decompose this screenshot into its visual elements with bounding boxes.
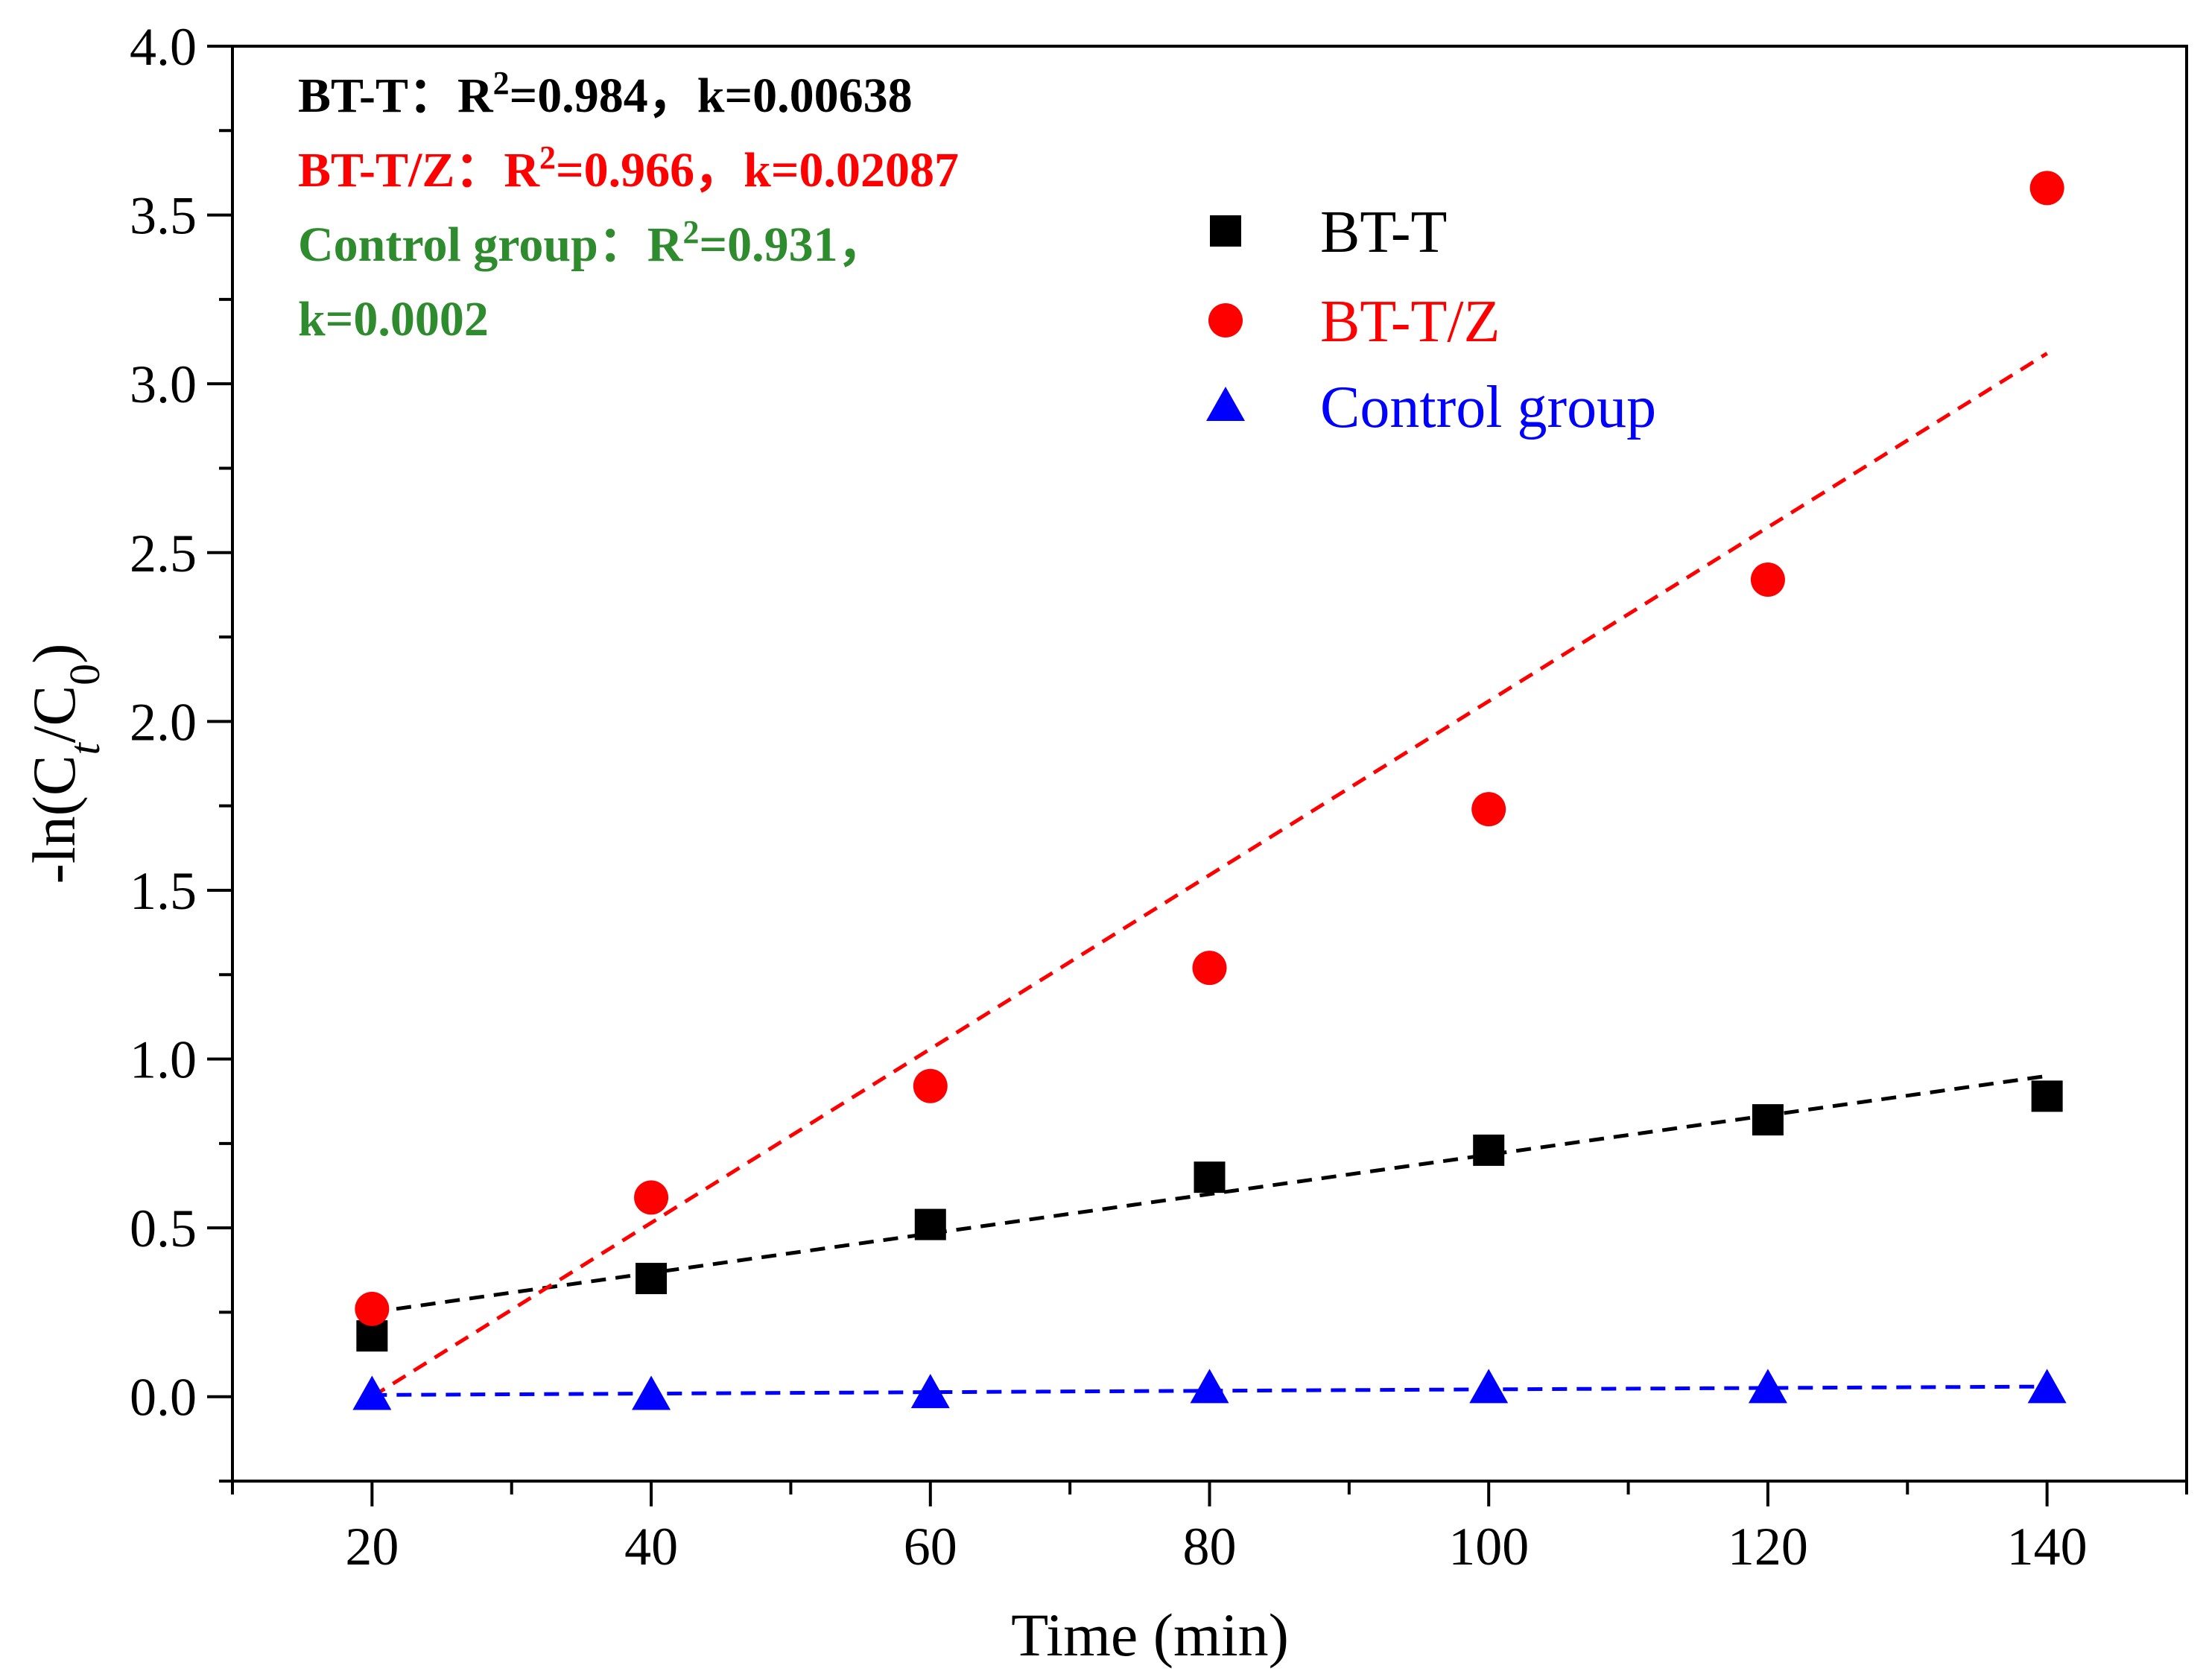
x-tick-label: 40 <box>624 1517 678 1576</box>
fit-line-bt-t-z <box>371 352 2048 1398</box>
data-point-control-group <box>1469 1369 1509 1404</box>
data-point-bt-t <box>1752 1104 1784 1136</box>
x-tick-label: 80 <box>1183 1517 1237 1576</box>
x-tick-label: 20 <box>345 1517 399 1576</box>
data-point-control-group <box>352 1375 392 1410</box>
y-tick-label: 2.5 <box>130 524 197 583</box>
y-tick-label: 2.0 <box>130 692 197 752</box>
fit-line-bt-t <box>372 1074 2047 1314</box>
x-tick-label: 120 <box>1728 1517 1808 1576</box>
y-tick-label: 1.0 <box>130 1030 197 1090</box>
data-point-bt-t <box>914 1208 946 1240</box>
data-point-bt-t <box>636 1263 668 1295</box>
legend-label-control-group: Control group <box>1320 375 1656 440</box>
y-tick-label: 4.0 <box>130 17 197 77</box>
x-axis-title: Time (min) <box>1011 1601 1289 1669</box>
data-point-bt-t <box>1473 1134 1505 1166</box>
data-point-bt-t-z <box>355 1291 390 1326</box>
y-tick-label: 3.0 <box>130 355 197 414</box>
legend-label-bt-t-z: BT-T/Z <box>1320 289 1500 355</box>
data-point-bt-t-z <box>913 1068 948 1103</box>
fit-annotations: BT-T：R2=0.984，k=0.00638 BT-T/Z：R2=0.966，k… <box>298 65 959 347</box>
fit-annotation: BT-T/Z：R2=0.966，k=0.02087 <box>298 139 959 198</box>
axes: 0.0 0.5 1.0 1.5 2.0 2.5 3.0 3.5 4.0 20 40 60 80 100 12… <box>20 17 2188 1669</box>
y-axis-title: -ln(Ct/C0) <box>20 643 109 884</box>
fit-annotation: k=0.0002 <box>298 292 489 346</box>
data-point-control-group <box>910 1374 950 1409</box>
y-tick-label: 0.5 <box>130 1199 197 1258</box>
data-point-control-group <box>632 1375 671 1410</box>
data-point-bt-t <box>1194 1161 1226 1194</box>
data-point-bt-t-z <box>1750 562 1785 597</box>
x-tick-label: 60 <box>904 1517 957 1576</box>
data-markers <box>352 171 2067 1410</box>
data-point-control-group <box>2027 1369 2067 1404</box>
legend-marker-bt-t-z <box>1208 303 1243 337</box>
fit-annotation: Control group：R2=0.931， <box>298 214 887 273</box>
legend: BT-T BT-T/Z Control group <box>1206 200 1656 440</box>
data-point-bt-t-z <box>1192 951 1227 986</box>
y-tick-label: 0.0 <box>130 1368 197 1427</box>
fit-annotation: BT-T：R2=0.984，k=0.00638 <box>298 65 913 124</box>
data-point-bt-t-z <box>2029 171 2064 206</box>
legend-label-bt-t: BT-T <box>1320 200 1447 265</box>
data-point-bt-t-z <box>1471 792 1506 827</box>
legend-marker-control-group <box>1206 387 1245 421</box>
y-tick-label: 1.5 <box>130 861 197 921</box>
data-point-control-group <box>1748 1369 1787 1404</box>
x-tick-label: 100 <box>1448 1517 1529 1576</box>
legend-marker-bt-t <box>1210 215 1241 247</box>
x-tick-label: 140 <box>2007 1517 2088 1576</box>
data-point-bt-t-z <box>634 1180 669 1215</box>
y-tick-label: 3.5 <box>130 186 197 246</box>
data-point-control-group <box>1190 1369 1229 1404</box>
data-point-bt-t <box>2031 1080 2063 1112</box>
fit-lines <box>371 352 2048 1398</box>
